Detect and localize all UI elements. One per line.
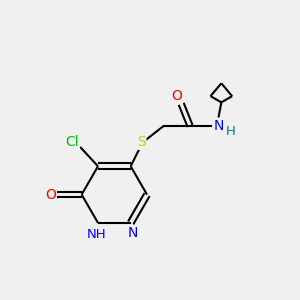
Text: N: N — [213, 118, 224, 133]
Text: H: H — [225, 125, 235, 138]
Text: Cl: Cl — [65, 135, 79, 148]
Text: N: N — [128, 226, 138, 240]
Text: O: O — [45, 188, 56, 202]
Text: NH: NH — [87, 228, 106, 241]
Text: O: O — [171, 88, 182, 103]
Text: S: S — [137, 135, 146, 149]
